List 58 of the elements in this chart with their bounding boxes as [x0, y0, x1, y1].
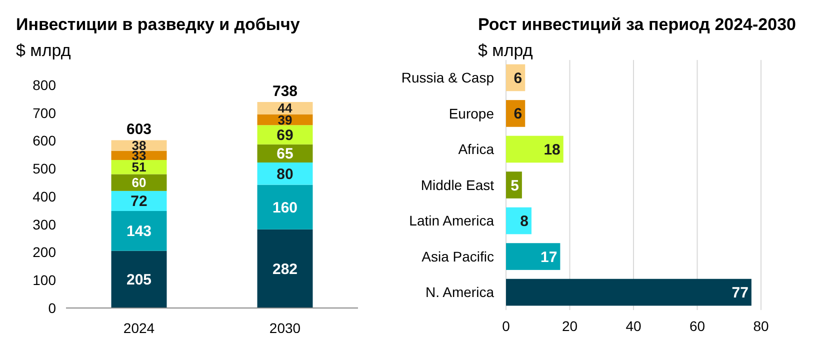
- bar: [257, 229, 313, 308]
- data-label: 65: [276, 146, 294, 163]
- data-label: 6: [514, 70, 522, 87]
- y-tick-label: Russia & Casp: [401, 70, 494, 86]
- data-label: 17: [540, 248, 558, 266]
- bar: [506, 278, 752, 306]
- y-tick-label: N. America: [426, 284, 494, 300]
- data-label: 8: [520, 213, 528, 230]
- y-tick-label: 100: [32, 272, 56, 288]
- data-label: 5: [510, 177, 519, 194]
- x-tick-label: 20: [562, 318, 578, 334]
- data-label: 69: [276, 127, 294, 144]
- total-label: 738: [272, 83, 298, 100]
- data-label: 77: [732, 284, 748, 302]
- data-label: 72: [130, 193, 148, 210]
- y-tick-label: Asia Pacific: [422, 248, 494, 264]
- data-label: 6: [514, 106, 522, 123]
- data-label: 60: [132, 175, 146, 190]
- x-tick-label: 2030: [269, 320, 301, 336]
- chart-subtitle: $ млрд: [16, 41, 71, 60]
- x-tick-label: 2024: [123, 320, 155, 336]
- bar: [257, 162, 313, 185]
- y-tick-label: 300: [32, 216, 56, 232]
- chart-subtitle: $ млрд: [478, 41, 533, 60]
- bar: [257, 184, 313, 230]
- bar: [506, 207, 532, 234]
- data-label: 80: [276, 166, 294, 183]
- data-label: 143: [126, 223, 152, 240]
- y-tick-label: 700: [32, 104, 56, 121]
- y-tick-label: 400: [32, 188, 56, 204]
- bar: [111, 174, 167, 191]
- chart-title: Инвестиции в разведку и добычу: [16, 15, 300, 34]
- data-label: 282: [272, 260, 298, 278]
- data-label: 18: [544, 141, 560, 158]
- y-tick-label: Europe: [448, 105, 494, 122]
- y-tick-label: 500: [32, 160, 56, 177]
- data-label: 160: [272, 199, 298, 216]
- chart-title: Рост инвестиций за период 2024-2030: [478, 15, 796, 34]
- bar: [111, 250, 167, 308]
- y-tick-label: 0: [48, 300, 56, 316]
- x-tick-label: 40: [626, 318, 642, 334]
- bar: [506, 243, 560, 270]
- y-tick-label: 600: [32, 132, 56, 149]
- bar: [257, 102, 313, 114]
- y-tick-label: 800: [32, 76, 56, 93]
- bar: [111, 210, 167, 251]
- data-label: 51: [132, 160, 146, 175]
- data-label: 205: [126, 272, 152, 289]
- total-label: 603: [126, 121, 152, 138]
- x-tick-label: 80: [753, 318, 769, 334]
- x-tick-label: 60: [689, 318, 706, 334]
- y-tick-label: Middle East: [420, 176, 494, 193]
- y-tick-label: Africa: [458, 141, 494, 158]
- y-tick-label: Latin America: [409, 212, 494, 229]
- x-tick-label: 0: [502, 318, 510, 334]
- y-tick-label: 200: [32, 244, 56, 260]
- bar: [506, 136, 564, 163]
- bar: [111, 190, 167, 211]
